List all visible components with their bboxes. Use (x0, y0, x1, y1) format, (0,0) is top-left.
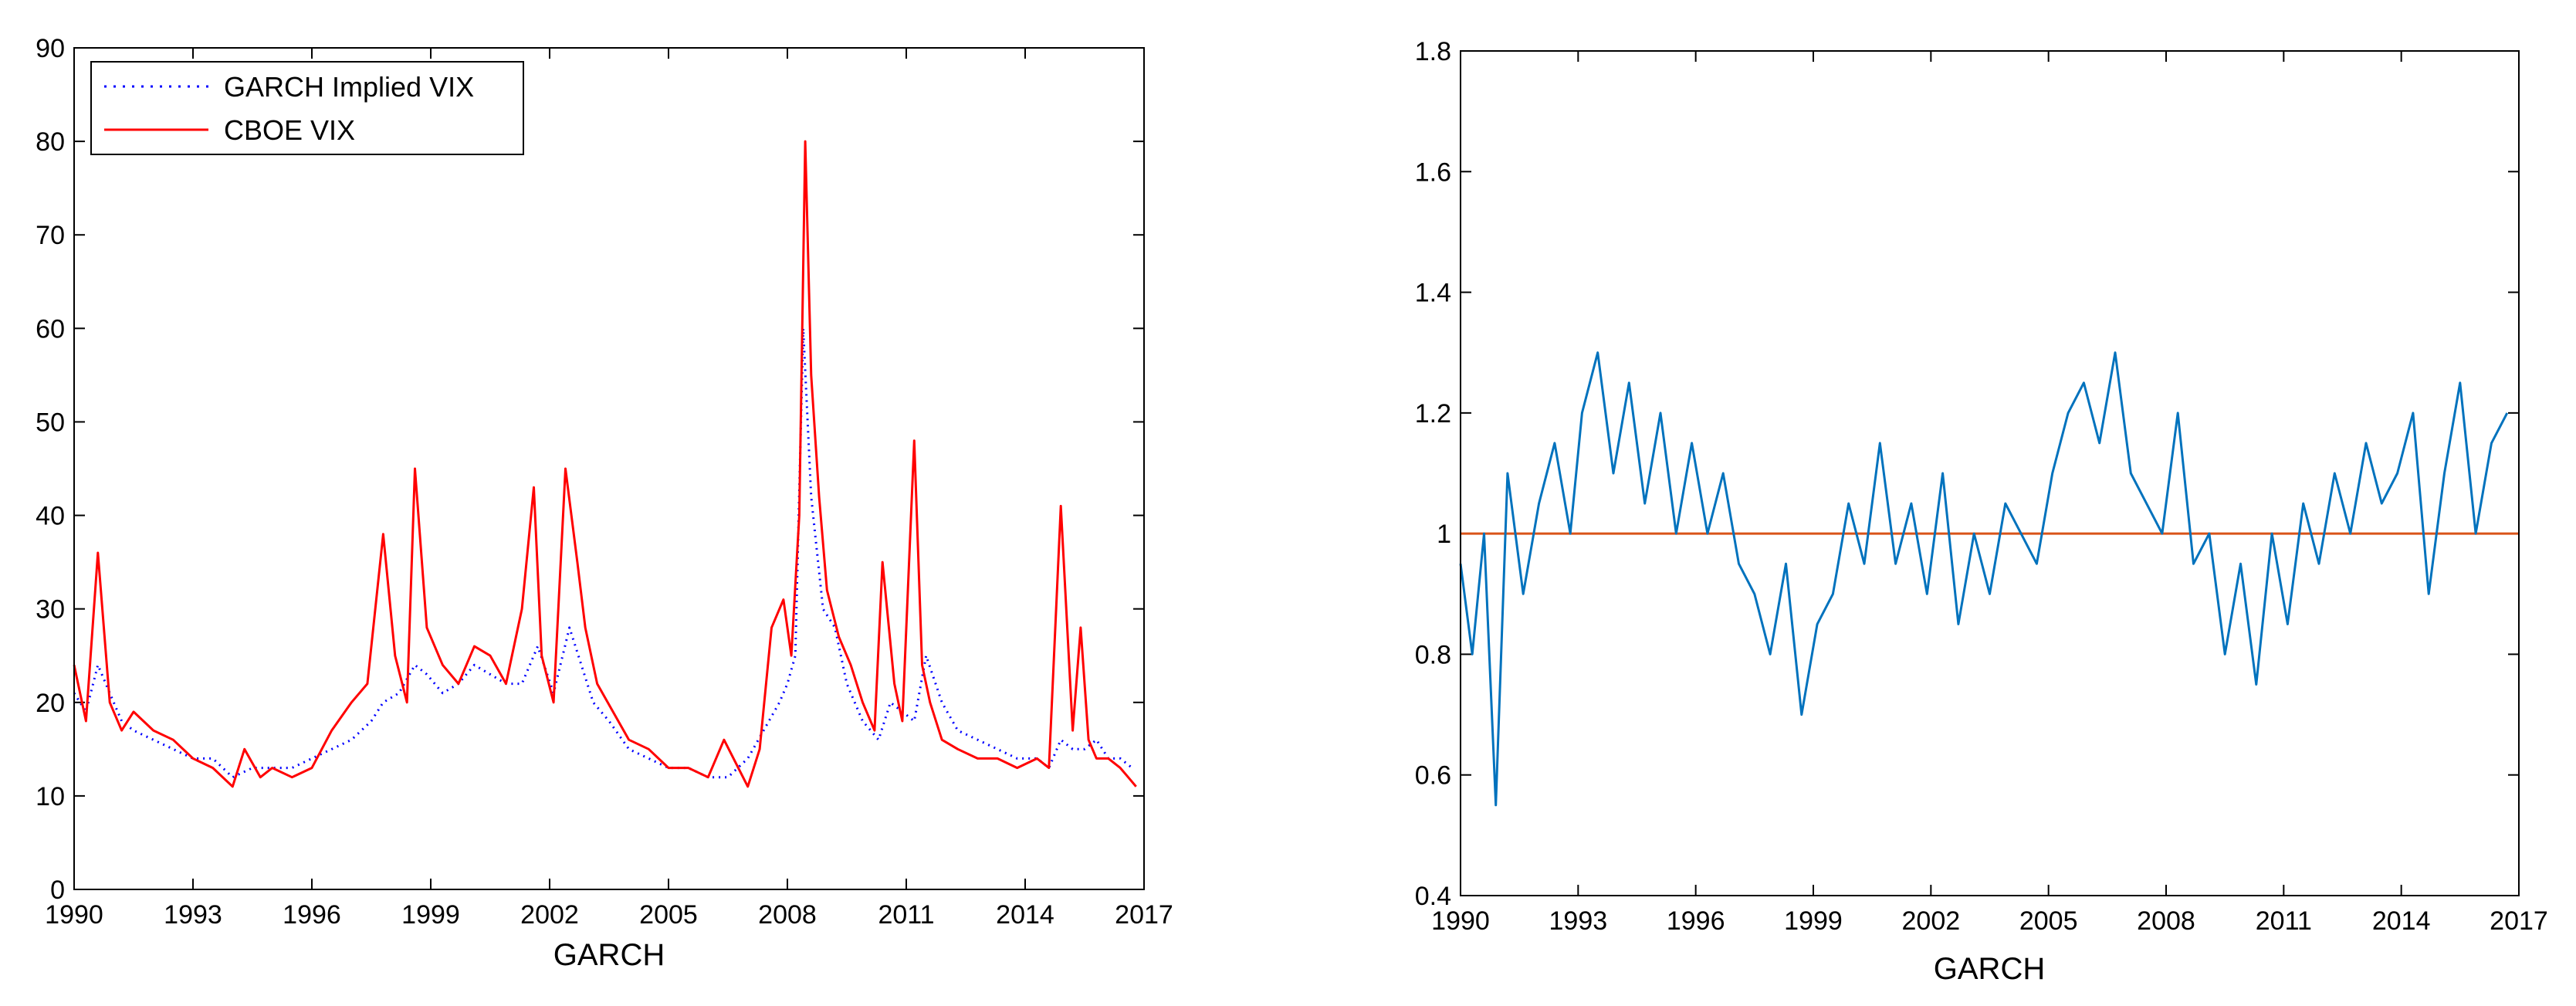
legend-label-garch: GARCH Implied VIX (224, 71, 474, 103)
y-tick-label-right-3: 1 (1437, 520, 1451, 549)
x-tick-label-right-9: 2017 (2490, 906, 2548, 936)
axes-frame-left (73, 47, 1145, 890)
plot-area-right (1461, 51, 2519, 896)
y-tick-label-right-0: 0.4 (1415, 882, 1451, 911)
legend-label-cboe: CBOE VIX (224, 114, 355, 146)
y-tick-label-left-4: 40 (36, 502, 65, 531)
y-tick-label-right-4: 1.2 (1415, 399, 1451, 428)
x-tick-label-right-3: 1999 (1784, 906, 1843, 936)
series-left (73, 140, 1137, 788)
x-tick-label-right-4: 2002 (1902, 906, 1961, 936)
x-tick-label-left-2: 1996 (283, 900, 341, 930)
y-tick-labels-right: 0.4 0.6 0.8 1 1.2 1.4 1.6 1.8 (1415, 37, 1451, 911)
series-line-left-1 (73, 140, 1137, 788)
x-axis-title-left: GARCH (553, 938, 665, 972)
x-tick-label-right-6: 2008 (2137, 906, 2195, 936)
y-tick-label-right-7: 1.8 (1415, 37, 1451, 66)
x-tick-label-left-9: 2017 (1115, 900, 1173, 930)
panel-garch-vs-cboe: 1990 1993 1996 1999 2002 2005 2008 2011 2014 2017… (36, 34, 1173, 972)
y-tick-label-left-8: 80 (36, 127, 65, 157)
y-tick-labels-left: 0 10 20 30 40 50 60 70 80 90 (36, 34, 65, 905)
y-tick-label-left-1: 10 (36, 782, 65, 811)
x-tick-label-left-8: 2014 (996, 900, 1054, 930)
x-tick-label-right-1: 1993 (1549, 906, 1608, 936)
legend: GARCH Implied VIX CBOE VIX (90, 61, 524, 155)
x-axis-title-right: GARCH (1934, 952, 2045, 986)
x-tick-label-left-0: 1990 (45, 900, 103, 930)
y-tick-label-right-5: 1.4 (1415, 279, 1451, 308)
y-tick-label-right-2: 0.8 (1415, 640, 1451, 669)
x-tick-label-right-0: 1990 (1431, 906, 1490, 936)
series-right (1459, 351, 2519, 807)
y-tick-label-left-3: 30 (36, 595, 65, 625)
y-tick-label-left-9: 90 (36, 34, 65, 63)
x-tick-label-left-3: 1999 (401, 900, 460, 930)
y-tick-label-right-6: 1.6 (1415, 158, 1451, 187)
x-tick-label-left-4: 2002 (520, 900, 579, 930)
x-tick-label-left-6: 2008 (758, 900, 817, 930)
y-tick-label-left-2: 20 (36, 689, 65, 718)
y-tick-label-right-1: 0.6 (1415, 761, 1451, 791)
y-tick-label-left-6: 60 (36, 314, 65, 344)
y-tick-label-left-7: 70 (36, 221, 65, 250)
legend-box (90, 61, 524, 155)
plot-area-left (74, 48, 1144, 889)
y-tick-label-left-0: 0 (50, 876, 65, 905)
y-tick-label-left-5: 50 (36, 408, 65, 437)
x-tick-labels-left: 1990 1993 1996 1999 2002 2005 2008 2011 2014 2017 (45, 900, 1173, 930)
axes-frame-right (1460, 50, 2520, 896)
x-tick-label-left-7: 2011 (878, 900, 934, 930)
x-tick-label-right-2: 1996 (1667, 906, 1725, 936)
panel-ratio: 1990 1993 1996 1999 2002 2005 2008 2011 2014 2017… (1415, 37, 2548, 986)
series-line-left-0 (73, 327, 1133, 779)
x-tick-labels-right: 1990 1993 1996 1999 2002 2005 2008 2011 2014 2017 (1431, 906, 2548, 936)
x-tick-label-left-1: 1993 (164, 900, 222, 930)
x-tick-label-right-5: 2005 (2019, 906, 2078, 936)
x-tick-label-right-8: 2014 (2372, 906, 2431, 936)
series-line-right-0 (1459, 351, 2509, 807)
x-tick-label-right-7: 2011 (2256, 906, 2312, 936)
x-tick-label-left-5: 2005 (639, 900, 698, 930)
